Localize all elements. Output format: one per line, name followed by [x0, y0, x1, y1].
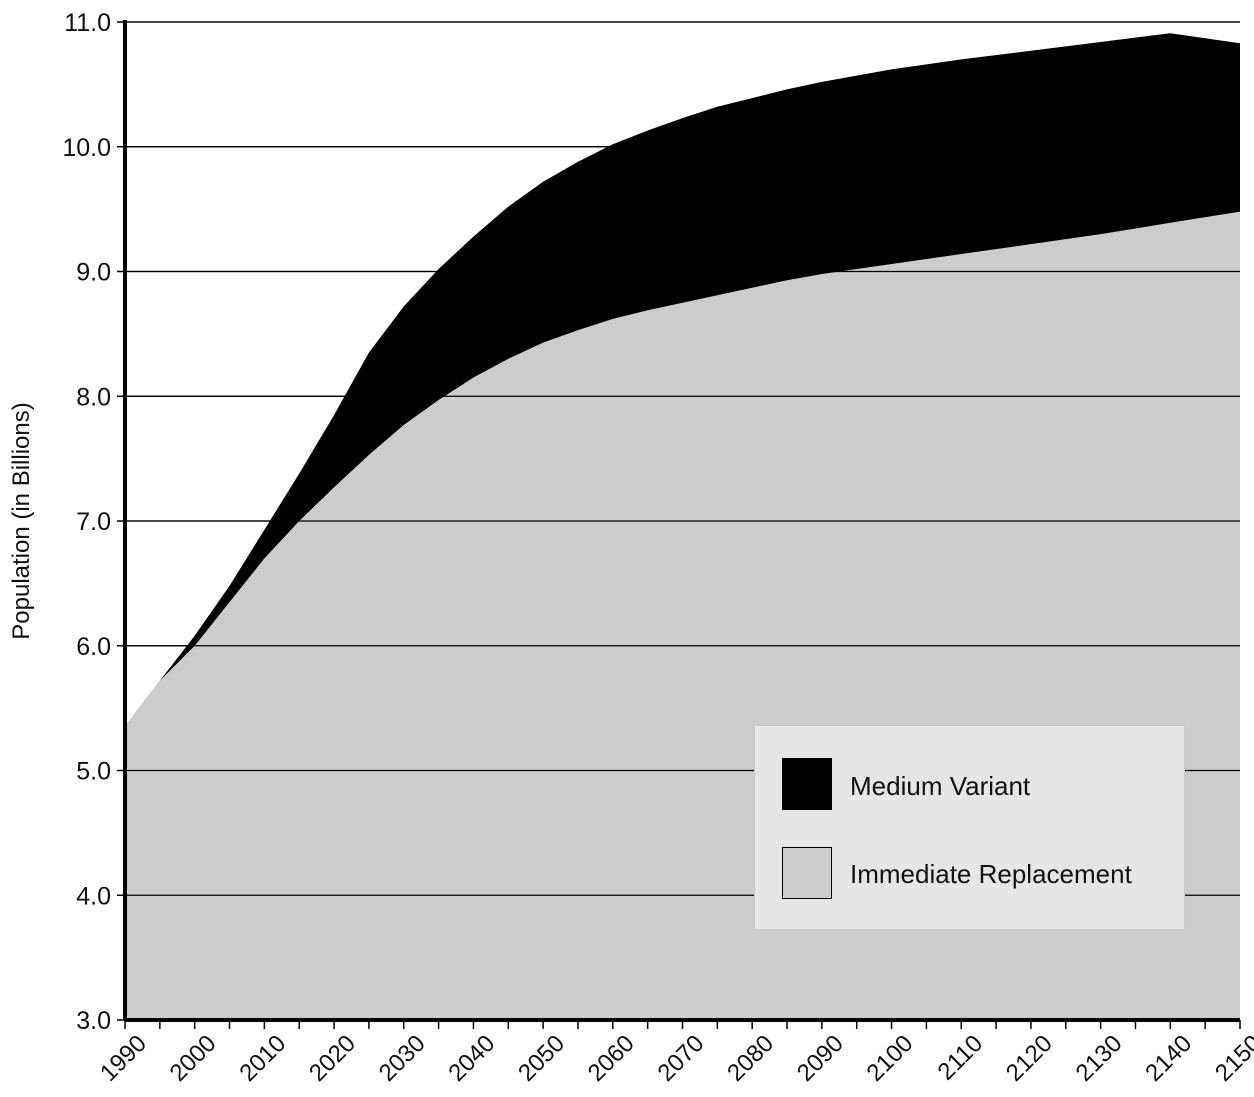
x-tick-label-2120: 2120	[1001, 1030, 1058, 1087]
y-tick-labels: 3.0 4.0 5.0 6.0 7.0 8.0 9.0 10.0 11.0	[62, 9, 125, 1035]
y-tick-label-9.0: 9.0	[76, 259, 111, 287]
x-tick-label-2110: 2110	[933, 1030, 989, 1086]
x-tick-label-2100: 2100	[862, 1030, 919, 1087]
x-tick-labels: 1990 2000 2010 2020 2030 2040 2050 2060 2070 2080…	[95, 1020, 1254, 1087]
legend: Medium Variant Immediate Replacement	[754, 725, 1185, 930]
x-tick-label-2020: 2020	[304, 1030, 361, 1087]
x-tick-label-2060: 2060	[583, 1030, 640, 1087]
y-tick-label-8.0: 8.0	[76, 383, 111, 411]
legend-label-medium-variant: Medium Variant	[850, 771, 1031, 801]
x-tick-label-2150: 2150	[1210, 1030, 1254, 1087]
y-tick-label-5.0: 5.0	[76, 758, 111, 786]
x-tick-label-2030: 2030	[374, 1030, 431, 1087]
x-tick-label-2010: 2010	[234, 1030, 291, 1087]
legend-swatch-medium-variant	[782, 758, 832, 810]
y-tick-label-3.0: 3.0	[76, 1007, 111, 1035]
x-tick-label-2070: 2070	[653, 1030, 710, 1087]
x-tick-label-2140: 2140	[1140, 1030, 1197, 1087]
x-tick-label-2050: 2050	[513, 1030, 570, 1087]
y-tick-label-10.0: 10.0	[62, 134, 111, 162]
y-axis-label: Population (in Billions)	[8, 402, 35, 640]
x-tick-label-2130: 2130	[1071, 1030, 1128, 1087]
y-tick-label-4.0: 4.0	[76, 882, 111, 910]
x-tick-label-2040: 2040	[443, 1030, 500, 1087]
x-tick-label-2090: 2090	[792, 1030, 849, 1087]
y-tick-label-7.0: 7.0	[76, 508, 111, 536]
legend-swatch-immediate-replacement	[782, 847, 832, 899]
x-tick-label-2080: 2080	[722, 1030, 779, 1087]
legend-label-immediate-replacement: Immediate Replacement	[850, 859, 1132, 889]
y-tick-label-11.0: 11.0	[64, 9, 111, 37]
x-tick-label-1990: 1990	[95, 1030, 152, 1087]
y-tick-label-6.0: 6.0	[76, 633, 111, 661]
x-tick-label-2000: 2000	[165, 1030, 222, 1087]
